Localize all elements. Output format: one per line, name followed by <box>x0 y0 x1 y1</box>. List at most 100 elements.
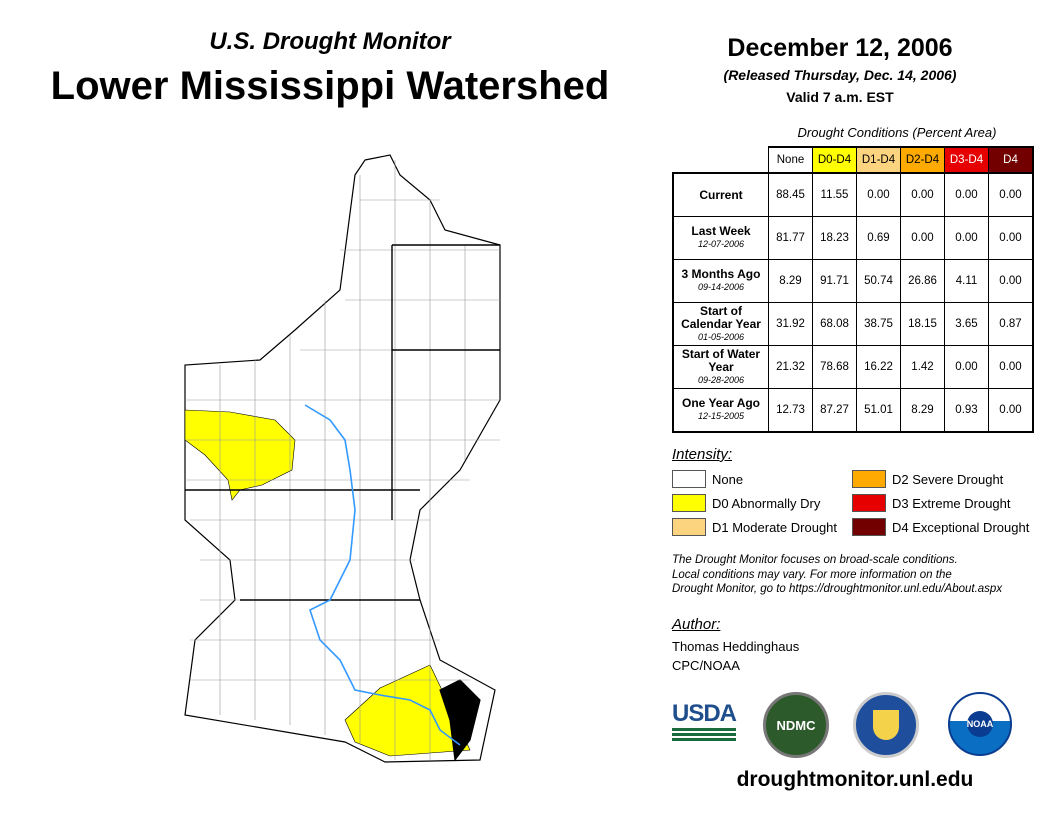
table-cell: 1.42 <box>900 345 945 389</box>
legend-swatch <box>852 470 886 488</box>
row-date: 12-15-2005 <box>697 411 745 421</box>
table-cell: 0.87 <box>988 302 1034 346</box>
author-info: Thomas Heddinghaus CPC/NOAA <box>672 637 799 675</box>
map-date: December 12, 2006 <box>727 34 953 62</box>
note-line: The Drought Monitor focuses on broad-sca… <box>672 554 958 566</box>
table-cell: 8.29 <box>900 388 945 433</box>
table-cell: 4.11 <box>944 259 989 303</box>
table-cell: 88.45 <box>768 172 813 217</box>
note-line: Drought Monitor, go to https://droughtmo… <box>672 583 1003 595</box>
d0-area-arkansas <box>184 409 296 501</box>
legend-title: Intensity: <box>672 446 733 463</box>
table-cell: 68.08 <box>812 302 857 346</box>
watershed-map <box>184 154 501 763</box>
legend-swatch <box>672 470 706 488</box>
row-label: Last Week 12-07-2006 <box>672 216 769 260</box>
table-row: Start of Water Year 09-28-2006 21.32 78.68 1… <box>672 345 1034 389</box>
legend-label: D1 Moderate Drought <box>712 519 838 535</box>
legend-label: D3 Extreme Drought <box>892 495 1011 511</box>
table-cell: 78.68 <box>812 345 857 389</box>
table-cell: 87.27 <box>812 388 857 433</box>
col-d0-d4: D0-D4 <box>812 146 857 174</box>
table-cell: 0.00 <box>944 216 989 260</box>
table-cell: 0.69 <box>856 216 901 260</box>
table-cell: 11.55 <box>812 172 857 217</box>
table-cell: 21.32 <box>768 345 813 389</box>
row-label: Current <box>672 172 769 217</box>
table-cell: 38.75 <box>856 302 901 346</box>
row-label: Start of Calendar Year 01-05-2006 <box>672 302 769 346</box>
table-cell: 0.00 <box>944 172 989 217</box>
table-cell: 0.00 <box>988 259 1034 303</box>
col-none: None <box>768 146 813 174</box>
commerce-seal-logo <box>853 692 919 758</box>
author-name: Thomas Heddinghaus <box>672 639 800 654</box>
legend-label: D2 Severe Drought <box>892 471 1004 487</box>
table-cell: 0.00 <box>988 172 1034 217</box>
table-cell: 0.00 <box>988 388 1034 433</box>
legend-item: D2 Severe Drought <box>852 470 1003 488</box>
legend-item: D1 Moderate Drought <box>672 518 837 536</box>
table-caption: Drought Conditions (Percent Area) <box>797 125 997 140</box>
legend-item: D0 Abnormally Dry <box>672 494 820 512</box>
table-cell: 12.73 <box>768 388 813 433</box>
col-d4: D4 <box>988 146 1034 174</box>
table-cell: 51.01 <box>856 388 901 433</box>
row-label: One Year Ago 12-15-2005 <box>672 388 769 433</box>
table-cell: 18.23 <box>812 216 857 260</box>
watershed-outline <box>184 154 501 763</box>
table-cell: 0.00 <box>988 216 1034 260</box>
table-cell: 3.65 <box>944 302 989 346</box>
ndmc-logo: NDMC <box>763 692 829 758</box>
row-label: Start of Water Year 09-28-2006 <box>672 345 769 389</box>
map-subtitle: U.S. Drought Monitor <box>209 28 451 55</box>
noaa-logo: NOAA <box>948 692 1012 756</box>
legend-item: D4 Exceptional Drought <box>852 518 1029 536</box>
valid-time: Valid 7 a.m. EST <box>786 89 894 105</box>
drought-conditions-table: None D0-D4 D1-D4 D2-D4 D3-D4 D4 Current 8… <box>672 146 1034 433</box>
table-row: Last Week 12-07-2006 81.77 18.23 0.69 0.00 0.0… <box>672 216 1034 260</box>
table-cell: 26.86 <box>900 259 945 303</box>
col-d2-d4: D2-D4 <box>900 146 945 174</box>
table-cell: 31.92 <box>768 302 813 346</box>
table-row: Current 88.45 11.55 0.00 0.00 0.00 0.00 <box>672 172 1034 217</box>
mississippi-river <box>304 404 461 746</box>
table-cell: 81.77 <box>768 216 813 260</box>
legend-label: None <box>712 471 744 487</box>
table-row: 3 Months Ago 09-14-2006 8.29 91.71 50.74 26.8… <box>672 259 1034 303</box>
legend-swatch <box>672 494 706 512</box>
table-cell: 16.22 <box>856 345 901 389</box>
table-cell: 18.15 <box>900 302 945 346</box>
row-date: 01-05-2006 <box>697 331 745 342</box>
row-date: 09-14-2006 <box>697 282 745 292</box>
author-heading: Author: <box>672 616 721 633</box>
table-row: Start of Calendar Year 01-05-2006 31.92 68.… <box>672 302 1034 346</box>
usda-logo: USDA <box>672 700 737 742</box>
table-cell: 0.00 <box>988 345 1034 389</box>
table-cell: 0.00 <box>944 345 989 389</box>
legend-swatch <box>852 518 886 536</box>
note-line: Local conditions may vary. For more info… <box>672 568 952 581</box>
legend-label: D0 Abnormally Dry <box>712 495 821 511</box>
col-d3-d4: D3-D4 <box>944 146 989 174</box>
table-cell: 91.71 <box>812 259 857 303</box>
legend-swatch <box>852 494 886 512</box>
row-date: 12-07-2006 <box>697 239 745 249</box>
row-date: 09-28-2006 <box>697 374 745 385</box>
table-cell: 0.00 <box>856 172 901 217</box>
col-d1-d4: D1-D4 <box>856 146 901 174</box>
legend-swatch <box>672 518 706 536</box>
table-cell: 50.74 <box>856 259 901 303</box>
legend-item: None <box>672 470 743 488</box>
table-cell: 8.29 <box>768 259 813 303</box>
table-cell: 0.00 <box>900 216 945 260</box>
map-title: Lower Mississippi Watershed <box>50 64 610 108</box>
legend-item: D3 Extreme Drought <box>852 494 1011 512</box>
disclaimer-note: The Drought Monitor focuses on broad-sca… <box>672 553 1042 597</box>
table-cell: 0.00 <box>900 172 945 217</box>
table-row: One Year Ago 12-15-2005 12.73 87.27 51.01 8.2… <box>672 388 1034 433</box>
footer-url[interactable]: droughtmonitor.unl.edu <box>736 768 974 791</box>
row-label: 3 Months Ago 09-14-2006 <box>672 259 769 303</box>
author-org: CPC/NOAA <box>672 658 740 673</box>
